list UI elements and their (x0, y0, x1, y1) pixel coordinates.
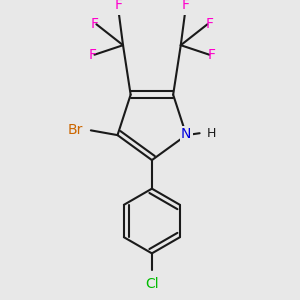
Text: Br: Br (68, 123, 83, 137)
Text: F: F (88, 48, 97, 62)
Text: F: F (205, 17, 213, 31)
Text: N: N (181, 127, 191, 141)
Text: Cl: Cl (145, 277, 159, 291)
Text: F: F (114, 0, 122, 12)
Text: F: F (91, 17, 98, 31)
Text: F: F (182, 0, 190, 12)
Text: F: F (207, 48, 215, 62)
Text: H: H (206, 127, 216, 140)
